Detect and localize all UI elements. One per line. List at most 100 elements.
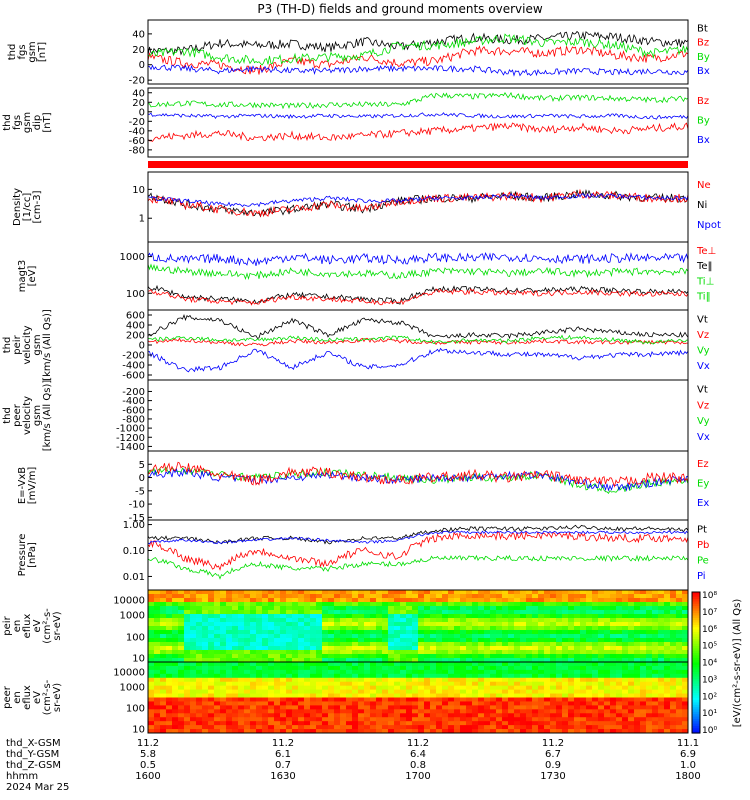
heatmap-cell bbox=[472, 654, 479, 659]
heatmap-cell bbox=[154, 614, 161, 619]
heatmap-cell bbox=[598, 705, 605, 710]
heatmap-cell bbox=[526, 606, 533, 611]
heatmap-cell bbox=[640, 606, 647, 611]
colorbar-tick: 10² bbox=[702, 692, 717, 702]
heatmap-cell bbox=[508, 646, 515, 651]
heatmap-cell bbox=[478, 665, 485, 671]
heatmap-cell bbox=[580, 650, 587, 655]
heatmap-cell bbox=[304, 618, 311, 623]
legend-Vy: Vy bbox=[697, 346, 710, 357]
heatmap-cell bbox=[682, 602, 689, 607]
heatmap-cell bbox=[472, 701, 479, 706]
heatmap-cell bbox=[682, 598, 689, 603]
heatmap-cell bbox=[268, 697, 275, 702]
heatmap-cell bbox=[382, 598, 389, 603]
heatmap-cell bbox=[424, 705, 431, 710]
heatmap-cell bbox=[364, 630, 371, 635]
ylabel-line: thd bbox=[0, 618, 3, 635]
heatmap-cell bbox=[490, 630, 497, 635]
heatmap-cell bbox=[532, 638, 539, 643]
heatmap-cell bbox=[466, 618, 473, 623]
heatmap-cell bbox=[388, 598, 395, 603]
heatmap-cell bbox=[514, 622, 521, 627]
ytick-label: 1.00 bbox=[123, 520, 145, 531]
heatmap-cell bbox=[670, 662, 677, 667]
heatmap-cell bbox=[316, 669, 323, 675]
heatmap-cell bbox=[466, 614, 473, 619]
heatmap-cell bbox=[268, 673, 275, 679]
heatmap-cell bbox=[178, 729, 185, 734]
heatmap-cell bbox=[286, 709, 293, 714]
heatmap-cell bbox=[610, 642, 617, 647]
heatmap-cell bbox=[652, 717, 659, 722]
heatmap-cell bbox=[556, 701, 563, 706]
heatmap-cell bbox=[538, 673, 545, 679]
heatmap-cell bbox=[430, 650, 437, 655]
heatmap-cell bbox=[592, 717, 599, 722]
heatmap-cell bbox=[424, 677, 431, 683]
heatmap-cell bbox=[586, 665, 593, 671]
heatmap-cell bbox=[442, 673, 449, 679]
ylabel-line: gsm bbox=[32, 334, 43, 355]
heatmap-cell bbox=[538, 598, 545, 603]
heatmap-cell bbox=[646, 594, 653, 599]
heatmap-cell bbox=[184, 705, 191, 710]
heatmap-cell bbox=[520, 729, 527, 734]
heatmap-cell bbox=[574, 646, 581, 651]
heatmap-cell bbox=[538, 614, 545, 619]
heatmap-cell bbox=[652, 721, 659, 726]
heatmap-cell bbox=[682, 681, 689, 687]
heatmap-cell bbox=[286, 638, 293, 643]
ylabel-line: eV bbox=[32, 691, 43, 704]
heatmap-cell bbox=[508, 638, 515, 643]
ytick-label: 20 bbox=[132, 98, 145, 109]
heatmap-cell bbox=[646, 622, 653, 627]
heatmap-cell bbox=[646, 717, 653, 722]
panel-frame bbox=[147, 241, 689, 311]
colorbar-cell bbox=[692, 704, 700, 708]
heatmap-cell bbox=[448, 709, 455, 714]
heatmap-cell bbox=[658, 705, 665, 710]
heatmap-cell bbox=[640, 602, 647, 607]
heatmap-cell bbox=[682, 606, 689, 611]
heatmap-cell bbox=[550, 689, 557, 695]
heatmap-cell bbox=[622, 697, 629, 702]
heatmap-cell bbox=[256, 681, 263, 687]
heatmap-cell bbox=[628, 697, 635, 702]
heatmap-cell bbox=[406, 606, 413, 611]
heatmap-cell bbox=[166, 658, 173, 663]
heatmap-cell bbox=[610, 626, 617, 631]
heatmap-cell bbox=[286, 626, 293, 631]
heatmap-cell bbox=[382, 725, 389, 730]
heatmap-cell bbox=[448, 614, 455, 619]
heatmap-cell bbox=[556, 618, 563, 623]
heatmap-cell bbox=[472, 618, 479, 623]
heatmap-cell bbox=[358, 602, 365, 607]
heatmap-cell bbox=[322, 642, 329, 647]
heatmap-cell bbox=[646, 713, 653, 718]
ylabel-line: [cm-3] bbox=[32, 190, 43, 223]
heatmap-cell bbox=[154, 701, 161, 706]
heatmap-cell bbox=[478, 681, 485, 687]
heatmap-cell bbox=[250, 717, 257, 722]
heatmap-cell bbox=[268, 614, 275, 619]
heatmap-cell bbox=[448, 701, 455, 706]
heatmap-cell bbox=[184, 610, 191, 615]
heatmap-cell bbox=[490, 642, 497, 647]
heatmap-cell bbox=[256, 630, 263, 635]
heatmap-cell bbox=[424, 650, 431, 655]
heatmap-cell bbox=[634, 638, 641, 643]
heatmap-cell bbox=[352, 630, 359, 635]
heatmap-cell bbox=[544, 669, 551, 675]
heatmap-cell bbox=[466, 669, 473, 675]
heatmap-cell bbox=[322, 606, 329, 611]
heatmap-cell bbox=[436, 677, 443, 683]
heatmap-cell bbox=[382, 638, 389, 643]
heatmap-cell bbox=[574, 622, 581, 627]
heatmap-cell bbox=[436, 646, 443, 651]
heatmap-cell bbox=[220, 705, 227, 710]
heatmap-cell bbox=[280, 658, 287, 663]
heatmap-cell bbox=[346, 594, 353, 599]
heatmap-cell bbox=[292, 642, 299, 647]
heatmap-cell bbox=[550, 642, 557, 647]
